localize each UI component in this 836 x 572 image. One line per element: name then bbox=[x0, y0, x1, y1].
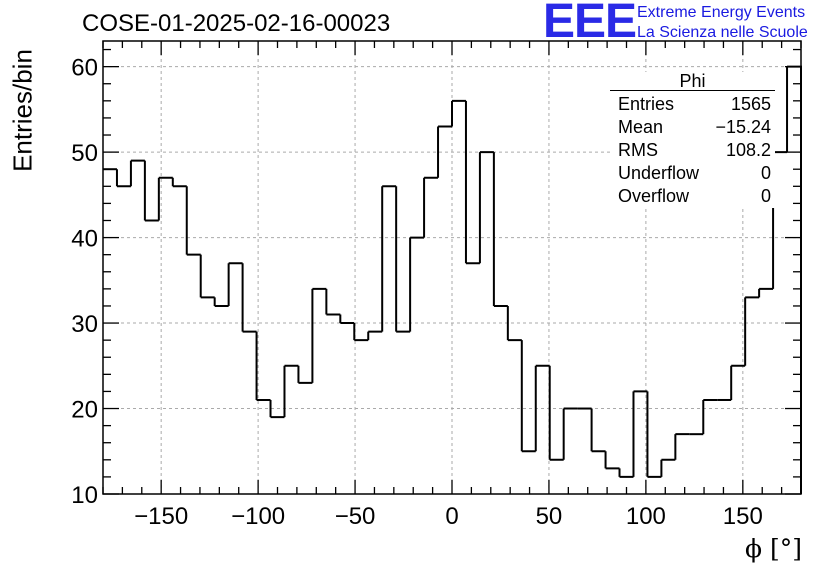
histogram-bin bbox=[464, 100, 480, 265]
histogram-bin bbox=[618, 468, 634, 478]
histogram-bin bbox=[492, 152, 508, 307]
histogram-bin bbox=[381, 185, 397, 332]
histogram-bin bbox=[297, 365, 313, 384]
tick-labels: −150 −100 −50 0 50 100 150 10 20 30 40 50 60 bbox=[71, 55, 763, 530]
histogram-bin bbox=[423, 176, 439, 238]
x-tick-label: 150 bbox=[723, 503, 763, 530]
histogram-bin bbox=[283, 364, 299, 418]
axis-ticks bbox=[102, 41, 802, 495]
histogram-bin bbox=[548, 365, 564, 461]
histogram-bin bbox=[437, 125, 452, 178]
x-axis-label: ϕ [°] bbox=[745, 534, 802, 563]
histogram-bin bbox=[185, 186, 201, 256]
histogram-bin bbox=[213, 297, 229, 307]
histogram-bin bbox=[590, 408, 606, 453]
stats-title: Phi bbox=[610, 72, 775, 91]
x-tick-label: 100 bbox=[626, 503, 666, 530]
histogram-bin bbox=[604, 451, 620, 470]
stats-value: −15.24 bbox=[715, 117, 771, 137]
logo-line-2: La Scienza nelle Scuole bbox=[637, 24, 808, 41]
stats-value: 1565 bbox=[730, 94, 771, 114]
histogram-bin bbox=[478, 151, 494, 264]
histogram-bin bbox=[506, 305, 522, 342]
histogram-bin bbox=[115, 169, 131, 188]
histogram-bin bbox=[367, 330, 383, 341]
x-tick-label: −100 bbox=[231, 503, 285, 530]
y-tick-label: 10 bbox=[71, 482, 98, 509]
histogram-bin bbox=[451, 99, 466, 127]
x-tick-label: 50 bbox=[536, 503, 563, 530]
histogram-bin bbox=[772, 151, 788, 289]
grid-lines bbox=[103, 41, 801, 494]
histogram-bin bbox=[157, 176, 173, 221]
y-tick-label: 40 bbox=[71, 226, 98, 253]
histogram-bin bbox=[786, 65, 802, 494]
stats-value: 108.2 bbox=[725, 140, 771, 160]
histogram-bin bbox=[562, 407, 578, 460]
histogram-series bbox=[103, 65, 802, 494]
x-tick-label: −50 bbox=[335, 503, 376, 530]
stats-label: Mean bbox=[618, 117, 664, 137]
histogram-bin bbox=[660, 458, 676, 477]
stats-label: Entries bbox=[618, 94, 675, 114]
histogram-bin bbox=[730, 364, 746, 400]
histogram-bin bbox=[171, 177, 187, 188]
histogram-bin bbox=[325, 288, 341, 316]
histogram-bin bbox=[702, 398, 718, 435]
histogram-bin bbox=[534, 364, 550, 452]
stats-value: 0 bbox=[760, 163, 771, 183]
histogram-bin bbox=[339, 314, 355, 325]
x-tick-label: −150 bbox=[134, 503, 188, 530]
stats-row-underflow: Underflow 0 bbox=[610, 162, 775, 185]
histogram-bin bbox=[646, 391, 662, 478]
stats-value: 0 bbox=[760, 186, 771, 206]
histogram-bin bbox=[241, 263, 257, 333]
histogram-bin bbox=[632, 390, 648, 477]
stats-row-overflow: Overflow 0 bbox=[610, 185, 775, 208]
histogram-bin bbox=[674, 433, 690, 460]
stats-row-entries: Entries 1565 bbox=[610, 93, 775, 116]
histogram-bin bbox=[520, 340, 536, 453]
histogram-bin bbox=[227, 262, 243, 306]
histogram-bin bbox=[129, 159, 145, 187]
stats-label: RMS bbox=[618, 140, 658, 160]
y-tick-label: 60 bbox=[71, 55, 98, 82]
plot-title: COSE-01-2025-02-16-00023 bbox=[82, 10, 391, 37]
logo-line-1: Extreme Energy Events bbox=[637, 4, 806, 21]
histogram-bin bbox=[143, 160, 159, 222]
stats-box: Phi Entries 1565 Mean −15.24 RMS 108.2 U… bbox=[610, 72, 775, 208]
x-tick-label: 0 bbox=[445, 503, 458, 530]
y-tick-label: 20 bbox=[71, 397, 98, 424]
stats-row-mean: Mean −15.24 bbox=[610, 116, 775, 139]
histogram-bin bbox=[199, 254, 215, 299]
y-tick-label: 30 bbox=[71, 311, 98, 338]
y-axis-label: Entries/bin bbox=[7, 49, 38, 172]
stats-label: Overflow bbox=[618, 186, 690, 206]
stats-row-rms: RMS 108.2 bbox=[610, 139, 775, 162]
histogram-bin bbox=[255, 331, 271, 401]
eee-logo: EEE bbox=[543, 0, 637, 48]
histogram-bin bbox=[758, 287, 774, 298]
stats-label: Underflow bbox=[618, 163, 700, 183]
histogram-bin bbox=[744, 296, 760, 366]
histogram-bin bbox=[269, 399, 285, 419]
plot-frame bbox=[102, 40, 802, 495]
histogram-bin bbox=[395, 186, 411, 333]
histogram-bin bbox=[311, 287, 327, 383]
histogram-bin bbox=[409, 236, 425, 332]
y-tick-label: 50 bbox=[71, 140, 98, 167]
histogram-bin bbox=[353, 323, 369, 342]
